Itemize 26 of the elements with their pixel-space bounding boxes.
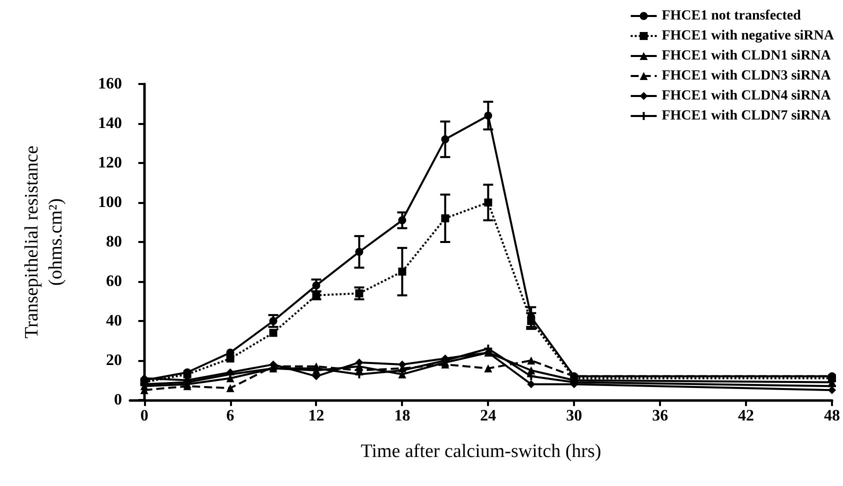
y-tick-label: 40	[106, 312, 122, 330]
legend-label: FHCE1 not transfected	[662, 8, 802, 24]
y-axis-title: Transepithelial resistance (ohms.cm²)	[22, 146, 66, 338]
y-tick-label: 120	[98, 154, 122, 172]
x-tick-label: 36	[652, 408, 668, 424]
y-tick-label: 0	[114, 392, 122, 408]
x-tick-label: 42	[738, 408, 754, 424]
y-tick-label: 140	[98, 115, 122, 132]
y-tick-label: 60	[106, 273, 122, 290]
legend-label: FHCE1 with CLDN1 siRNA	[662, 48, 832, 64]
y-tick-label: 100	[98, 194, 122, 211]
x-tick-label: 12	[308, 408, 324, 424]
x-tick-label: 6	[226, 408, 234, 424]
y-tick-label: 160	[98, 76, 122, 92]
x-tick-label: 0	[140, 408, 148, 424]
legend-label: FHCE1 with CLDN7 siRNA	[662, 108, 832, 124]
x-tick-label: 24	[480, 408, 496, 424]
y-tick-label: 80	[106, 234, 122, 250]
x-axis-title: Time after calcium-switch (hrs)	[360, 441, 602, 462]
x-tick-label: 30	[566, 408, 582, 424]
x-tick-label: 18	[394, 408, 410, 424]
legend-label: FHCE1 with CLDN3 siRNA	[662, 68, 832, 84]
x-tick-label: 48	[824, 408, 840, 424]
legend-label: FHCE1 with negative siRNA	[662, 28, 835, 44]
legend-label: FHCE1 with CLDN4 siRNA	[662, 88, 832, 104]
y-tick-label: 20	[106, 352, 122, 369]
